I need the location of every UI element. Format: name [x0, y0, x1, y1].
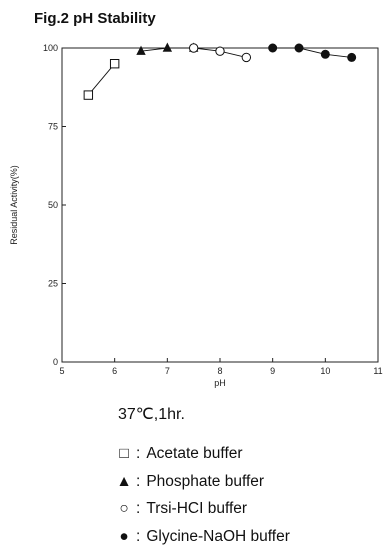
legend-label: Acetate buffer [146, 445, 243, 462]
y-tick-label: 100 [43, 43, 58, 53]
data-point-filled-triangle [162, 42, 173, 52]
x-tick-label: 10 [320, 366, 330, 376]
y-tick-label: 75 [48, 122, 58, 132]
legend-item: ○: Trsi-HCI buffer [116, 500, 247, 518]
data-point-filled-triangle [136, 45, 146, 55]
data-point-open-circle [215, 46, 225, 56]
open-square-icon: □ [119, 445, 129, 462]
plot-frame [61, 47, 379, 363]
data-point-open-circle [241, 52, 252, 63]
legend-item: □: Acetate buffer [116, 445, 243, 463]
legend-item: ●: Glycine-NaOH buffer [116, 528, 290, 546]
ph-stability-chart: 5 6 7 8 9 10 11 0 25 50 75 100 pH Residual Activity… [9, 42, 383, 388]
series-markers [136, 42, 199, 55]
data-point-filled-circle [347, 52, 357, 62]
legend-separator: : [136, 500, 141, 517]
x-tick-label: 9 [270, 366, 275, 376]
legend-label: Trsi-HCI buffer [146, 500, 248, 517]
data-point-open-square [83, 90, 94, 100]
x-axis-label: pH [214, 378, 226, 388]
x-tick-label: 6 [112, 366, 117, 376]
data-point-filled-circle [268, 43, 278, 53]
series-markers [268, 43, 357, 62]
legend-separator: : [136, 472, 141, 490]
filled-circle-icon: ● [119, 527, 129, 545]
data-point-filled-circle [294, 43, 304, 53]
legend-label: Glycine-NaOH buffer [146, 527, 290, 545]
x-tick-label: 8 [217, 366, 222, 376]
condition-note: 37℃,1hr. [118, 406, 185, 423]
series-markers [83, 59, 120, 100]
x-tick-label: 7 [165, 366, 170, 376]
legend-item: ▲: Phosphate buffer [116, 473, 264, 491]
series-markers [188, 43, 252, 63]
series-line [272, 47, 352, 58]
chart-title: Fig.2 pH Stability [34, 10, 156, 27]
y-axis-label: Residual Activity(%) [9, 165, 19, 245]
data-point-open-square [109, 59, 120, 69]
y-tick-label: 50 [48, 200, 58, 210]
open-circle-icon: ○ [119, 500, 129, 517]
y-tick-label: 0 [53, 357, 58, 367]
x-tick-label: 11 [373, 366, 382, 376]
chart-series [83, 42, 357, 100]
chart-axes [61, 47, 379, 363]
legend-separator: : [136, 445, 141, 462]
legend-label: Phosphate buffer [146, 472, 265, 490]
data-point-filled-circle [320, 49, 330, 59]
legend-separator: : [136, 527, 141, 545]
chart-ticks: 5 6 7 8 9 10 11 0 25 50 75 100 [43, 43, 383, 376]
y-tick-label: 25 [48, 279, 58, 289]
filled-triangle-icon: ▲ [116, 472, 132, 490]
x-tick-label: 5 [59, 366, 64, 376]
data-point-open-circle [188, 43, 199, 53]
series-line [87, 63, 116, 96]
